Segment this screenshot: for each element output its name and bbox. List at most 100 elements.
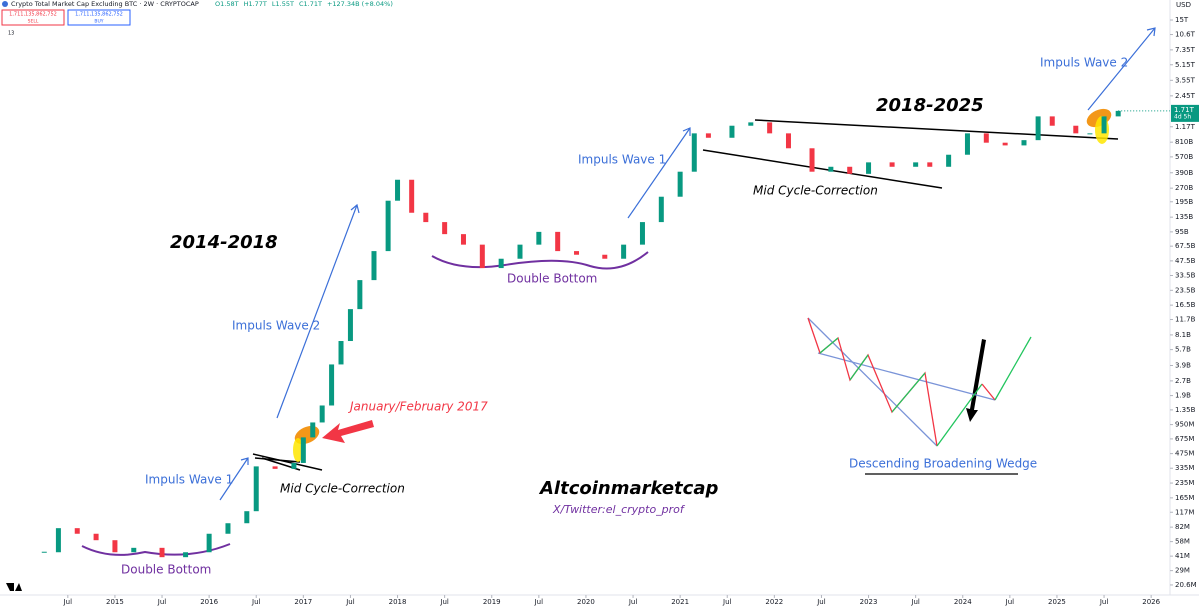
y-tick-label: 1.9B xyxy=(1175,392,1191,400)
x-tick-label: Jul xyxy=(722,598,732,606)
ohlc-value: C1.71T xyxy=(299,0,322,8)
candle xyxy=(691,133,697,172)
x-tick-label: Jul xyxy=(345,598,355,606)
black-arrow xyxy=(966,339,986,422)
annotation: Impuls Wave 1 xyxy=(145,473,233,487)
x-tick-label: 2020 xyxy=(577,598,595,606)
y-tick-label: 1.17T xyxy=(1175,123,1196,131)
candle xyxy=(1101,116,1107,134)
y-tick-label: 270B xyxy=(1175,184,1193,192)
candle xyxy=(785,133,791,149)
last-price-box xyxy=(1171,104,1199,122)
annotations: 2014-2018 Impuls Wave 2 Impuls Wave 1 Ja… xyxy=(121,56,1128,577)
candle xyxy=(639,222,645,245)
candle xyxy=(828,166,834,172)
candle xyxy=(866,162,872,174)
candle xyxy=(385,200,391,252)
candle xyxy=(41,551,47,553)
candle xyxy=(517,244,523,259)
sell-button[interactable] xyxy=(1,9,65,26)
x-tick-label: 2025 xyxy=(1048,598,1066,606)
y-tick-label: 5.15T xyxy=(1175,61,1196,69)
candle xyxy=(442,222,448,235)
y-tick-label: 810B xyxy=(1175,138,1193,146)
x-tick-label: Jul xyxy=(439,598,449,606)
y-tick-label: 135B xyxy=(1175,213,1193,221)
x-tick-label: Jul xyxy=(534,598,544,606)
candle xyxy=(1049,116,1055,126)
annotation: Descending Broadening Wedge xyxy=(849,457,1037,471)
candle xyxy=(357,280,363,310)
buy-price[interactable]: 1,711,135,862,752 xyxy=(75,12,123,18)
y-tick-label: 29M xyxy=(1175,567,1190,575)
y-tick-label: 95B xyxy=(1175,228,1189,236)
candle xyxy=(253,466,259,512)
candle xyxy=(536,231,542,245)
y-tick-label: 47.5B xyxy=(1175,257,1196,265)
y-tick-label: 475M xyxy=(1175,450,1194,458)
candle xyxy=(946,154,952,167)
candle xyxy=(847,166,853,174)
candle xyxy=(225,523,231,534)
wave-arrows xyxy=(219,27,1156,501)
candles xyxy=(41,110,1121,558)
currency: USD xyxy=(1176,1,1191,9)
candle xyxy=(1087,133,1093,135)
candle xyxy=(206,533,212,553)
y-tick-label: 235M xyxy=(1175,479,1194,487)
buy-label[interactable]: BUY xyxy=(94,19,103,25)
indicator-count[interactable]: 13 xyxy=(8,31,14,37)
candle xyxy=(244,511,250,524)
x-tick-label: 2026 xyxy=(1142,598,1160,606)
candle xyxy=(319,405,325,423)
x-tick-label: Jul xyxy=(63,598,73,606)
candle xyxy=(555,231,561,252)
x-tick-label: 2022 xyxy=(765,598,783,606)
candle xyxy=(602,254,608,259)
y-tick-label: 11.7B xyxy=(1175,316,1196,324)
annotation: Mid Cycle-Correction xyxy=(753,184,878,198)
x-tick-label: 2018 xyxy=(389,598,407,606)
y-tick-label: 2.45T xyxy=(1175,92,1196,100)
x-tick-label: Jul xyxy=(628,598,638,606)
y-tick-label: 67.5B xyxy=(1175,242,1196,250)
buy-button[interactable] xyxy=(67,9,131,26)
annotation: January/February 2017 xyxy=(348,400,488,414)
sell-price[interactable]: 1,711,135,862,752 xyxy=(9,12,57,18)
sell-label[interactable]: SELL xyxy=(28,19,39,25)
y-tick-label: 7.35T xyxy=(1175,46,1196,54)
candle xyxy=(913,162,919,167)
chart-title: Crypto Total Market Cap Excluding BTC · … xyxy=(11,0,199,8)
candle xyxy=(1073,125,1079,134)
candle xyxy=(767,122,773,134)
candle xyxy=(748,122,754,126)
candle xyxy=(310,422,316,438)
candle xyxy=(1021,140,1027,146)
y-tick-label: 117M xyxy=(1175,508,1194,516)
x-tick-label: 2023 xyxy=(860,598,878,606)
candle xyxy=(409,179,415,213)
annotation: Impuls Wave 2 xyxy=(1040,56,1128,70)
candle xyxy=(183,552,189,558)
candle xyxy=(93,533,99,541)
candle xyxy=(1115,110,1121,117)
candle xyxy=(927,162,933,167)
y-tick-label: 3.55T xyxy=(1175,76,1196,84)
x-tick-label: Jul xyxy=(816,598,826,606)
x-tick-label: 2019 xyxy=(483,598,501,606)
annotation: Altcoinmarketcap xyxy=(538,478,718,499)
y-tick-label: 16.5B xyxy=(1175,301,1196,309)
ohlc-value: H1.77T xyxy=(244,0,267,8)
x-tick-label: 2021 xyxy=(671,598,689,606)
candle xyxy=(338,341,344,365)
tv-logo xyxy=(6,583,22,591)
countdown: 4d 5h xyxy=(1174,113,1191,120)
ohlc-value: +127.34B (+8.04%) xyxy=(327,0,393,8)
y-tick-label: 195B xyxy=(1175,198,1193,206)
red-arrow xyxy=(322,420,374,443)
y-tick-label: 165M xyxy=(1175,494,1194,502)
x-tick-label: 2015 xyxy=(106,598,124,606)
highlight xyxy=(293,438,303,462)
y-tick-label: 1.35B xyxy=(1175,406,1196,414)
